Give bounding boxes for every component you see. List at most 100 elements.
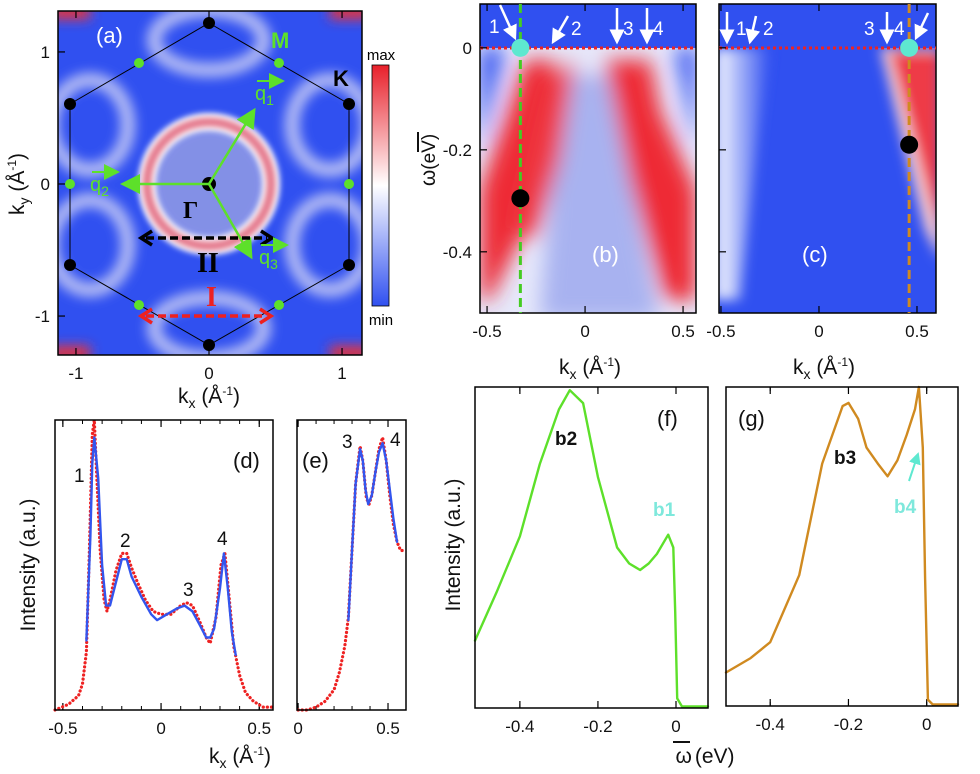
b4-arrow	[908, 452, 921, 482]
x-tick-label: 0	[204, 364, 213, 383]
svg-text:ω(eV): ω(eV)	[417, 134, 440, 186]
x-tick-label: -0.5	[706, 322, 735, 341]
panel-b-axes: -0.5 0 0.5 0 -0.2 -0.4	[443, 4, 695, 341]
y-tick-label: 1	[41, 43, 50, 62]
y-tick-label: -0.4	[443, 243, 472, 262]
y-tick-label: 0	[463, 39, 472, 58]
band-label-4: 4	[653, 19, 664, 40]
panel-f: -0.4 -0.2 0 b2 b1 (f) Intensity (a.u.) ω (e…	[442, 386, 735, 768]
label-M: M	[271, 28, 289, 53]
panel-g: -0.4 -0.2 0 b3 b4 (g)	[724, 385, 960, 734]
band-label-2: 2	[763, 19, 774, 40]
band-label-3: 3	[623, 19, 634, 40]
panel-label-f: (f)	[657, 406, 678, 431]
panel-b: 1 2 3 4 (b) kx (Å-1) ω(eV)	[417, 3, 697, 382]
peak-label-3: 3	[342, 432, 353, 453]
arrow-II	[137, 229, 276, 247]
panel-fg-xlabel: ω (eV)	[675, 745, 734, 768]
peak-label-2: 2	[120, 531, 131, 552]
q3-label: q3	[259, 247, 278, 272]
label-II: II	[197, 248, 219, 279]
x-tick-label: -1	[68, 364, 83, 383]
panel-c: 1 2 3 4 (c) kx (Å-1)	[718, 3, 937, 382]
x-tick-label: -0.2	[583, 717, 612, 736]
fit-line-series	[85, 436, 237, 657]
band-label-3: 3	[864, 19, 875, 40]
x-tick-label: 0	[580, 322, 589, 341]
arrow-I	[137, 307, 275, 325]
panel-a-xlabel: kx (Å-1)	[178, 384, 240, 411]
panel-c-frame	[718, 3, 937, 314]
q-labels: q1 q2 q3	[90, 73, 289, 272]
panel-g-frame	[725, 386, 959, 707]
band-arrows-b	[498, 4, 655, 45]
peak-label-b3: b3	[834, 448, 856, 469]
q1-arrow	[207, 107, 256, 185]
band-label-4: 4	[894, 19, 905, 40]
x-tick-label: 0.5	[905, 322, 929, 341]
band-bottom-marker	[511, 189, 530, 208]
panel-label-a: (a)	[96, 23, 123, 48]
panel-f-ylabel: Intensity (a.u.)	[442, 478, 465, 611]
panel-c-axes: -0.5 0 0.5	[706, 4, 929, 341]
panel-label-d: (d)	[233, 448, 260, 473]
x-tick-label: -0.4	[756, 715, 785, 734]
fermi-crossing-marker	[900, 38, 919, 57]
spectral-map-b	[480, 4, 696, 313]
peak-label-3: 3	[183, 580, 194, 601]
panel-d-frame	[54, 419, 274, 711]
panel-e-frame	[296, 419, 407, 711]
y-tick-label: -0.2	[443, 141, 472, 160]
fit-line-series	[724, 385, 960, 706]
fit-line-series	[473, 389, 710, 708]
peak-label-b4: b4	[894, 497, 917, 518]
label-K: K	[333, 66, 349, 91]
panel-f-frame	[474, 386, 709, 709]
panel-label-e: (e)	[302, 448, 329, 473]
panel-e: 0 0.5 3 4 (e)	[293, 419, 407, 738]
q3-arrow	[207, 183, 253, 260]
peak-label-4: 4	[217, 529, 228, 550]
fit-line-series	[347, 442, 399, 622]
panel-a: (a) M K Γ II I q1 q2 q3 max min kx (Å-1)…	[5, 10, 396, 411]
peak-label-4: 4	[390, 430, 401, 451]
panel-a-frame	[57, 10, 363, 356]
band-label-1: 1	[736, 19, 747, 40]
panel-d-ylabel: Intensity (a.u.)	[17, 498, 40, 631]
x-tick-label: 1	[337, 364, 346, 383]
panel-a-ylabel: ky (Å-1)	[5, 153, 32, 215]
x-tick-label: -0.5	[48, 719, 77, 738]
x-tick-label: 0	[156, 719, 165, 738]
panel-label-c: (c)	[802, 242, 828, 267]
y-tick-label: 0	[41, 175, 50, 194]
q-vectors	[120, 107, 256, 260]
peak-label-b1: b1	[653, 500, 676, 521]
colorbar-min: min	[369, 312, 393, 329]
band-label-1: 1	[489, 17, 500, 38]
band-bottom-marker	[900, 135, 919, 154]
panel-d: -0.5 0 0.5 1 2 3 4 (d) kx (Å-1) Intensity …	[17, 418, 275, 771]
panel-label-b: (b)	[592, 242, 619, 267]
fermi-crossing-marker	[511, 38, 530, 57]
band-label-2: 2	[571, 19, 582, 40]
x-tick-label: 0	[922, 715, 931, 734]
q1-label: q1	[255, 83, 274, 108]
panel-b-xlabel: kx (Å-1)	[559, 355, 621, 382]
panel-c-xlabel: kx (Å-1)	[793, 355, 855, 382]
x-tick-label: 0	[671, 717, 680, 736]
x-tick-label: 0	[814, 322, 823, 341]
label-I: I	[206, 282, 217, 313]
m-points	[65, 58, 354, 310]
k-points	[64, 17, 355, 351]
panel-label-g: (g)	[738, 406, 765, 431]
q2-label: q2	[90, 174, 109, 199]
peak-label-b2: b2	[555, 429, 577, 450]
peak-label-1: 1	[74, 466, 85, 487]
x-tick-label: -0.2	[834, 715, 863, 734]
colorbar-max: max	[367, 47, 396, 64]
label-Gamma: Γ	[183, 198, 198, 224]
x-tick-label: 0	[293, 719, 302, 738]
y-tick-label: -1	[35, 307, 50, 326]
band-arrows-c	[719, 12, 930, 45]
